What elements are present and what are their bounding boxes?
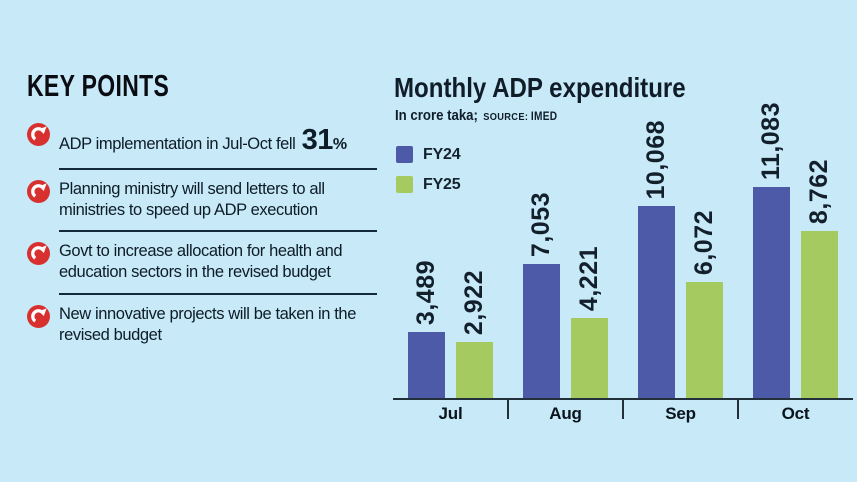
bar-fy25-oct [801, 231, 838, 398]
chart-subtitle: In crore taka; SOURCE: IMED [395, 107, 557, 124]
legend-swatch-fy24 [396, 146, 413, 163]
bar-column: 7,053 [523, 192, 560, 398]
bar-value-label: 2,922 [460, 269, 488, 335]
unit-label: In crore taka; [395, 107, 478, 124]
curved-up-arrow-icon [27, 242, 50, 266]
x-axis-tick [507, 398, 509, 419]
legend-label: FY25 [423, 175, 461, 193]
month-labels-row: Jul Aug Sep Oct [393, 404, 853, 424]
key-points-title: KEY POINTS [27, 68, 170, 103]
key-point-item: ADP implementation in Jul-Oct fell 31% [27, 122, 377, 171]
percent-sign: % [332, 136, 347, 153]
bar-group-jul: 3,489 2,922 [393, 260, 508, 398]
bar-value-label: 6,072 [690, 209, 718, 275]
bar-value-label: 3,489 [412, 259, 440, 325]
legend-item-fy25: FY25 [396, 175, 461, 193]
chart-title: Monthly ADP expenditure [394, 72, 686, 103]
x-axis-tick [737, 398, 739, 419]
bar-column: 6,072 [686, 210, 723, 398]
key-point-item: Govt to increase allocation for health a… [27, 241, 377, 295]
bar-fy24-aug [523, 264, 560, 398]
month-label-oct: Oct [781, 404, 810, 423]
bar-value-label: 8,762 [805, 158, 833, 224]
bar-column: 3,489 [408, 260, 445, 398]
source-label: SOURCE: [483, 111, 529, 123]
bar-group-aug: 7,053 4,221 [508, 192, 623, 398]
bar-value-label: 11,083 [757, 101, 785, 180]
curved-up-arrow-icon [27, 123, 50, 146]
bar-fy24-sep [638, 206, 675, 398]
bar-value-label: 10,068 [642, 119, 670, 199]
bar-fy25-sep [686, 282, 723, 398]
bar-value-label: 4,221 [575, 245, 603, 311]
key-point-text-run: ADP implementation in Jul-Oct fell [59, 135, 300, 153]
key-point-text: ADP implementation in Jul-Oct fell 31% [59, 122, 377, 171]
bar-column: 11,083 [753, 102, 790, 398]
bar-group-sep: 10,068 6,072 [623, 120, 738, 398]
legend-label: FY24 [423, 145, 461, 163]
month-label-sep: Sep [665, 404, 696, 423]
bar-fy24-jul [408, 332, 445, 398]
month-label-jul: Jul [438, 404, 463, 423]
key-point-text: New innovative projects will be taken in… [59, 304, 356, 344]
legend-swatch-fy25 [396, 176, 413, 193]
month-label-aug: Aug [549, 404, 582, 423]
key-point-item: New innovative projects will be taken in… [27, 304, 377, 355]
bar-fy25-aug [571, 318, 608, 398]
key-point-text: Govt to increase allocation for health a… [59, 241, 377, 295]
bar-column: 8,762 [801, 159, 838, 398]
highlight-number: 31 [301, 124, 334, 156]
key-point-text: Planning ministry will send letters to a… [59, 179, 377, 233]
legend-item-fy24: FY24 [396, 145, 461, 163]
curved-up-arrow-icon [27, 180, 50, 204]
key-points-panel: KEY POINTS ADP implementation in Jul-Oct… [27, 70, 377, 355]
bar-fy24-oct [753, 187, 790, 398]
key-point-item: Planning ministry will send letters to a… [27, 179, 377, 233]
bar-column: 2,922 [456, 270, 493, 398]
bar-column: 10,068 [638, 120, 675, 398]
bar-group-oct: 11,083 8,762 [738, 102, 853, 398]
bar-fy25-jul [456, 342, 493, 398]
chart-legend: FY24 FY25 [396, 145, 461, 206]
plot-area: 3,489 2,922 7,053 4,221 10,068 6,072 11,083 8,7… [393, 87, 853, 398]
bar-value-label: 7,053 [527, 191, 555, 257]
curved-up-arrow-icon [27, 304, 50, 328]
bar-column: 4,221 [571, 246, 608, 398]
source-value: IMED [530, 111, 558, 123]
x-axis-tick [622, 398, 624, 419]
